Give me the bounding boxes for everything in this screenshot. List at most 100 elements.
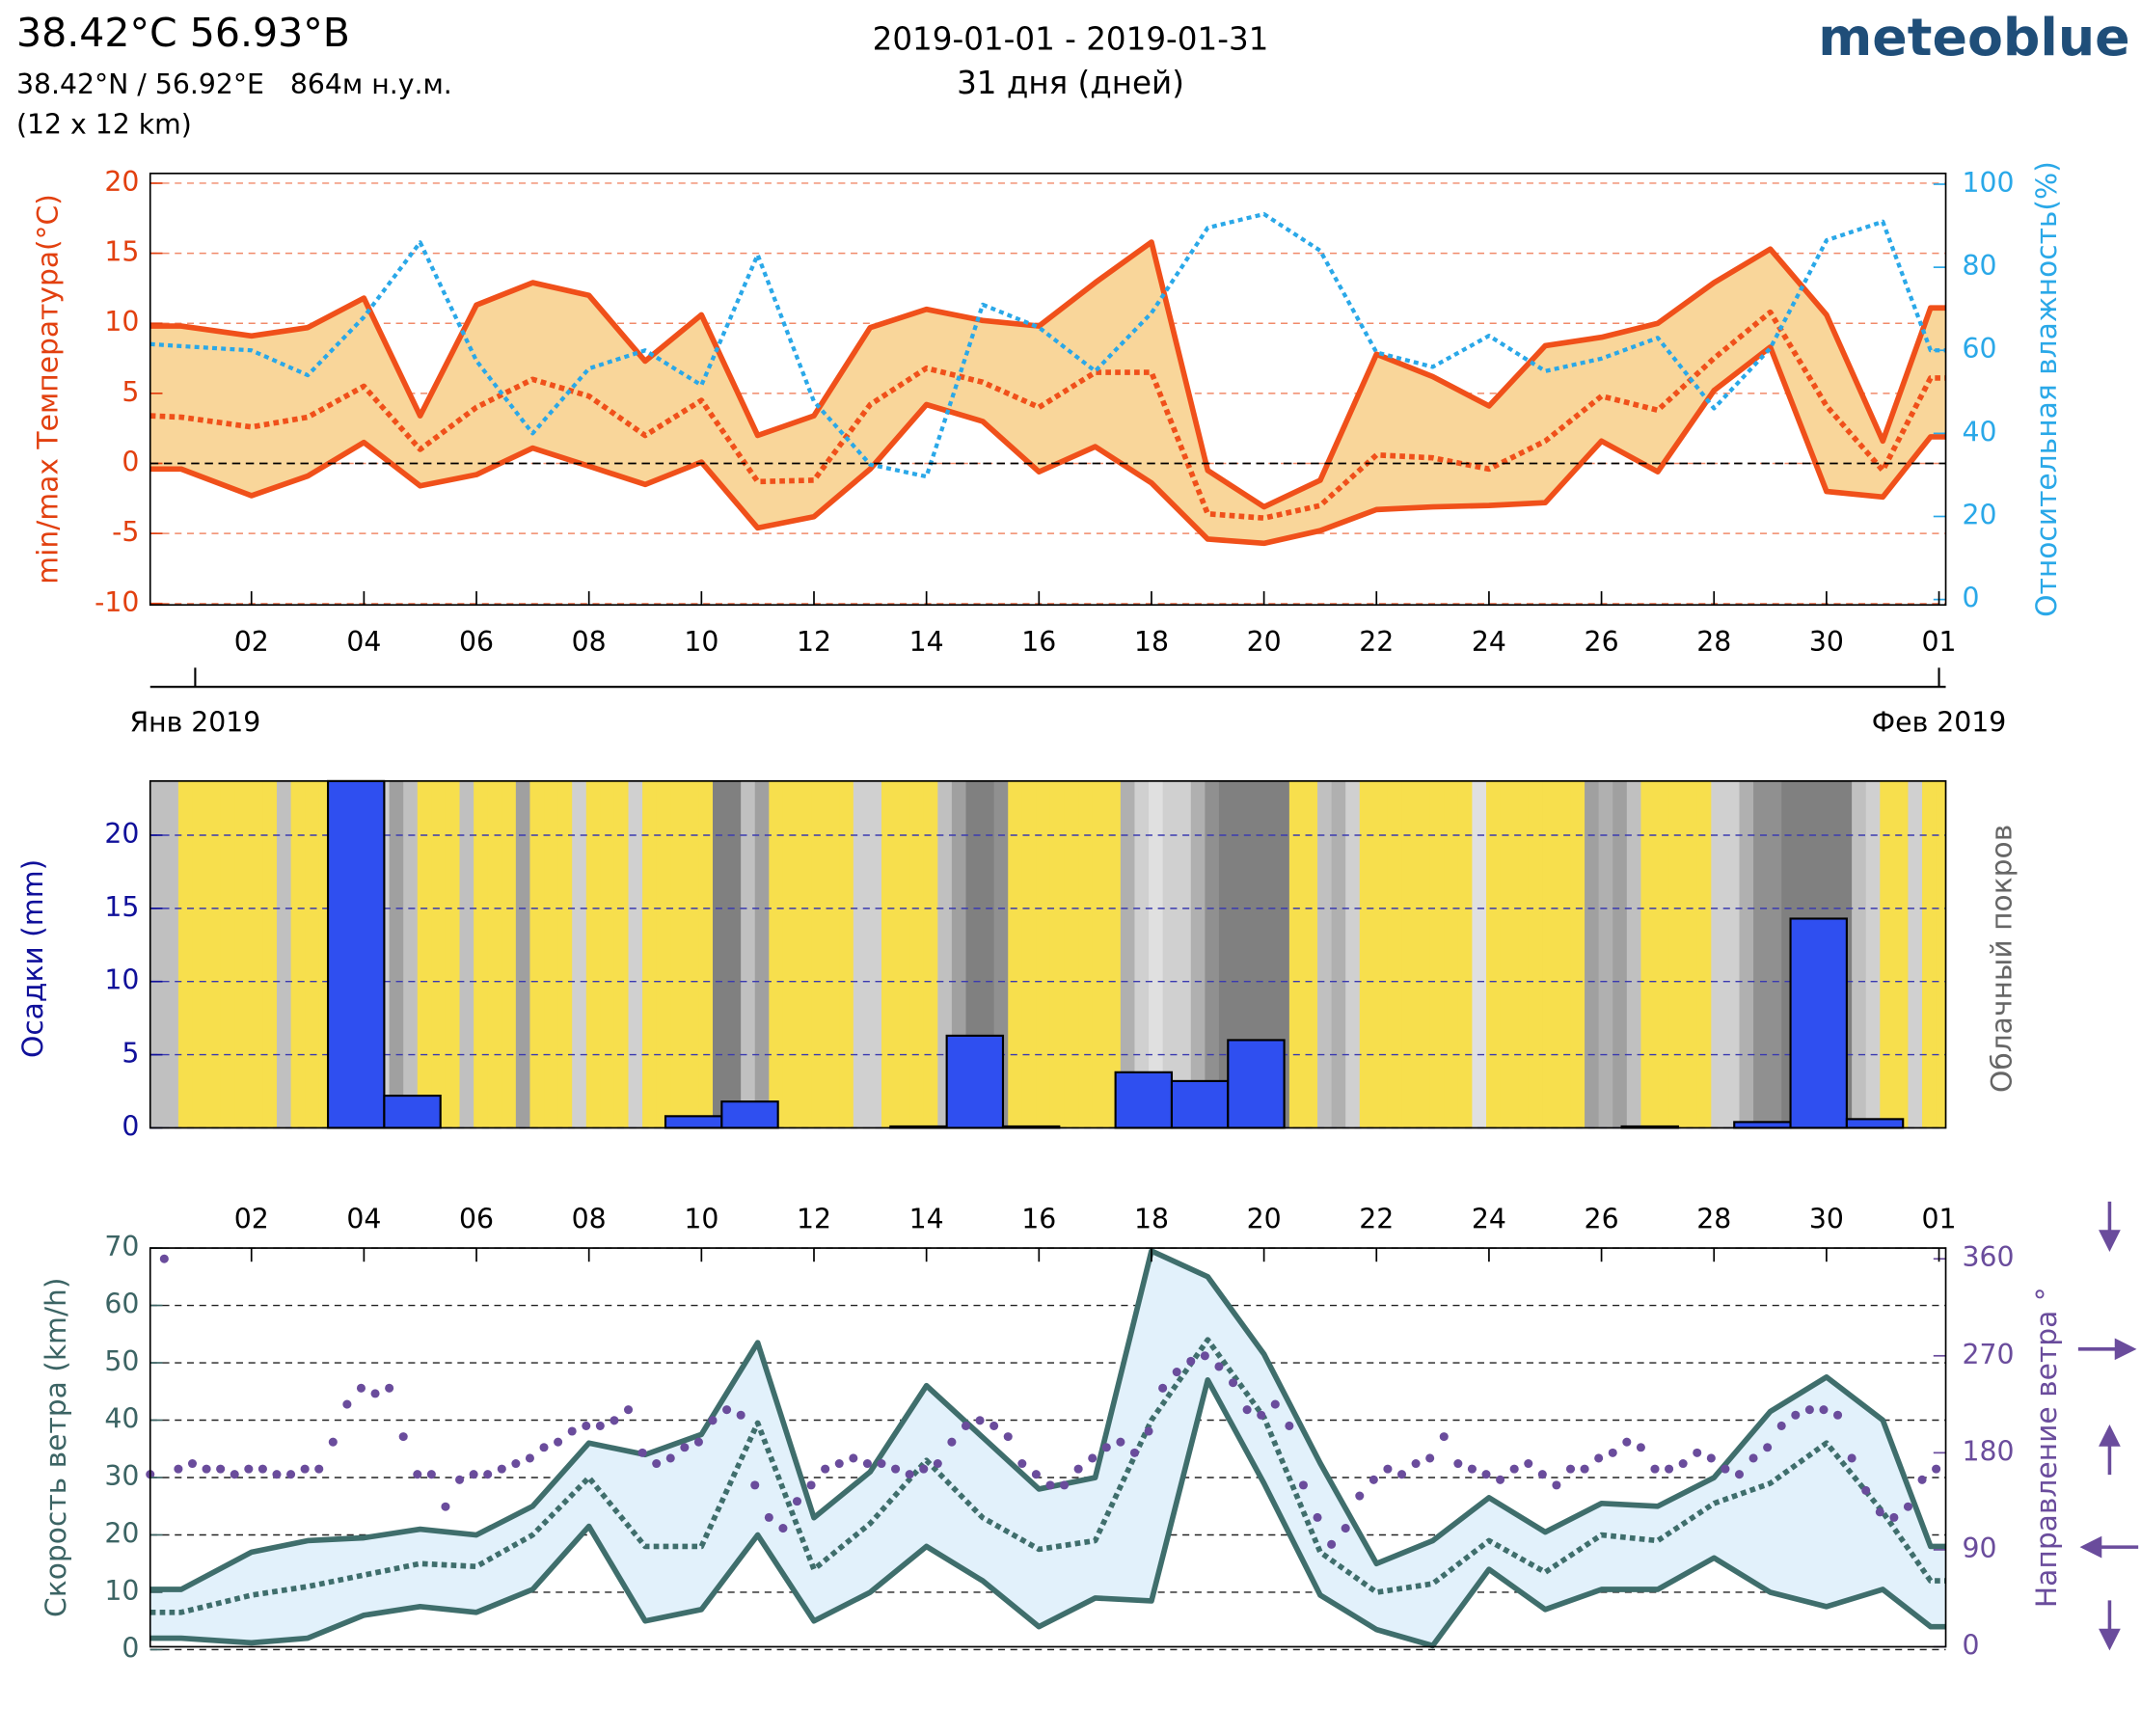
cloud-cover-cell [290,780,306,1128]
direction-point [1017,1458,1027,1469]
direction-point [426,1470,436,1479]
cloud-cover-cell [1036,780,1051,1128]
y-tick-label: 50 [104,1345,139,1377]
direction-point [1861,1485,1871,1495]
cloud-cover-cell [1444,780,1459,1128]
y-tick-label: 10 [104,1575,139,1607]
cloud-cover-cell [1598,780,1613,1128]
cloud-cover-cell [1092,780,1107,1128]
y2-axis-label: Направление ветра ° [2030,1287,2064,1608]
y2-tick-label: 0 [1963,1629,1980,1661]
direction-point [961,1421,971,1430]
x-tick-label: 01 [1922,1204,1957,1235]
cloud-cover-cell [642,780,658,1128]
x-tick-label: 28 [1696,626,1731,658]
cloud-cover-cell [1570,780,1585,1128]
max-line [149,239,1946,510]
cloud-cover-cell [1767,780,1782,1128]
cloud-cover-cell [1134,780,1150,1128]
direction-point [1060,1480,1070,1490]
y-axis-label: Осадки (mm) [16,859,50,1058]
direction-point [356,1383,366,1393]
cloud-cover-cell [1908,780,1923,1128]
direction-point [582,1421,591,1430]
x-tick-label: 18 [1134,626,1169,658]
cloud-cover-cell [557,780,573,1128]
cloud-cover-cell [1317,780,1333,1128]
y-tick-label: 40 [104,1403,139,1435]
cloud-cover-cell [206,780,222,1128]
y-tick-label: 70 [104,1231,139,1262]
cloud-cover-cell [769,780,784,1128]
cloud-cover-cell [613,780,630,1128]
y-tick-label: 10 [104,306,139,338]
precipitation-bar [326,779,386,1129]
cloud-cover-cell [825,780,840,1128]
cloud-cover-cell [797,780,812,1128]
direction-point [244,1464,254,1474]
cloud-cover-cell [782,780,799,1128]
cloud-cover-cell [909,780,925,1128]
direction-point [947,1437,957,1447]
cloud-cover-cell [1162,780,1178,1128]
cloud-cover-cell [1190,780,1206,1128]
direction-point [1721,1464,1730,1474]
direction-point [511,1458,521,1469]
cloud-cover-cell [1177,780,1192,1128]
direction-point [1200,1351,1209,1361]
plot-frame [149,779,1947,1129]
x-tick-label: 14 [909,1204,944,1235]
direction-point [1298,1480,1308,1490]
direction-point [1636,1443,1645,1452]
cloud-cover-cell [1486,780,1502,1128]
cloud-cover-cell [1626,780,1641,1128]
x-tick-label: 08 [572,1204,607,1235]
direction-point [272,1470,282,1479]
precipitation-bar [1227,1039,1286,1129]
x-tick-label: 02 [234,1204,269,1235]
y2-tick-label: 40 [1963,416,1997,448]
cloud-cover-cell [515,780,531,1128]
y-tick-label: 15 [104,236,139,268]
direction-point [539,1443,549,1452]
y-tick-label: 30 [104,1460,139,1492]
y-axis-label: min/max Температура(°C) [31,194,65,584]
cloud-cover-cell [1387,780,1403,1128]
x-tick-label: 10 [684,626,718,658]
arrow-west [2077,1338,2137,1361]
cloud-cover-cell [1668,780,1684,1128]
cloud-cover-cell [572,780,587,1128]
direction-point [1158,1383,1168,1393]
direction-point [398,1432,408,1442]
coordinates: 38.42°N / 56.92°E 864м н.у.м. [16,68,452,100]
cloud-cover-cell [445,780,461,1128]
cloud-cover-cell [220,780,235,1128]
direction-point [1608,1448,1617,1457]
direction-point [483,1470,493,1479]
cloud-cover-cell [403,780,419,1128]
direction-point [975,1416,985,1425]
direction-point [1776,1421,1786,1430]
direction-point [1580,1464,1589,1474]
direction-point [862,1458,872,1469]
cloud-cover-cell [1303,780,1318,1128]
direction-point [1285,1421,1294,1430]
cloud-cover-cell [1120,780,1136,1128]
cloud-cover-cell [417,780,432,1128]
cloud-cover-cell [1711,780,1726,1128]
direction-point [736,1410,745,1420]
direction-point [595,1421,605,1430]
cloud-cover-cell [895,780,910,1128]
direction-point [1101,1443,1111,1452]
arrow-south [2099,1424,2121,1476]
direction-point [1453,1458,1463,1469]
x-tick-label: 20 [1247,626,1282,658]
cloud-cover-cell [192,780,207,1128]
y2-tick-label: 90 [1963,1533,1997,1564]
cloud-cover-cell [585,780,601,1128]
cloud-cover-cell [867,780,882,1128]
direction-point [919,1464,929,1474]
direction-point [1073,1464,1083,1474]
direction-point [174,1464,183,1474]
